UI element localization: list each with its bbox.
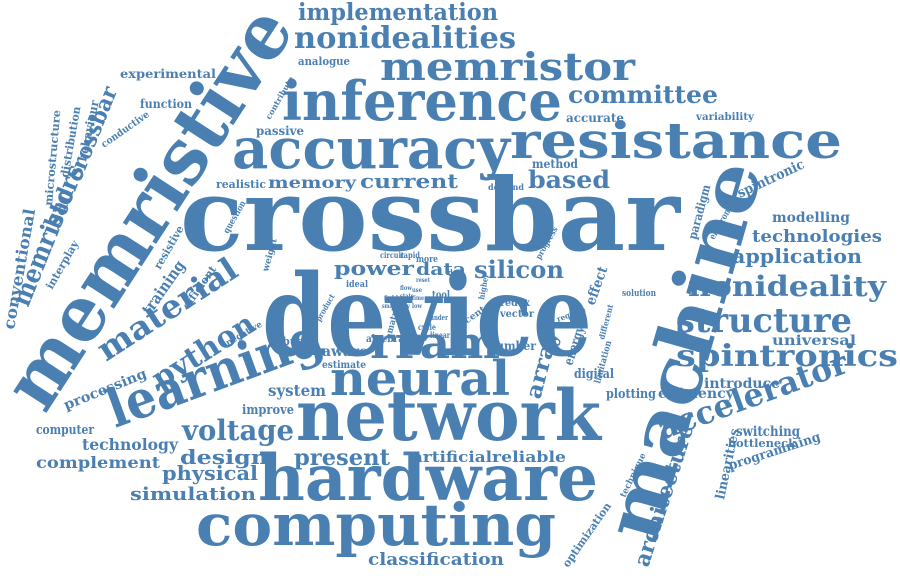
word-nonideality: nonideality [688,270,887,303]
word-variability: variability [695,112,755,123]
word-function: function [140,97,192,111]
word-accurate: accurate [566,111,624,125]
word-neural: neural [330,351,510,407]
word-small: small [382,303,397,310]
word-structure: structure [676,301,852,341]
word-introduce: introduce [704,376,780,392]
word-higher: higher [476,272,490,300]
word-redox: redox [500,298,531,309]
word-estimate: estimate [322,360,366,371]
word-system: system [268,381,326,400]
word-ideal: ideal [346,280,369,290]
word-implementation: implementation [298,0,498,26]
word-hardware: hardware [258,441,598,516]
word-network: network [296,374,602,457]
word-analogue: analogue [298,55,350,68]
word-vector: vector [499,309,535,320]
word-demand: demand [488,182,524,192]
word-accuracy: accuracy [232,116,511,182]
word-efficiency: efficiency [658,386,735,402]
word-silicon: silicon [474,255,564,284]
word-technology: technology [82,435,179,454]
word-computer: computer [36,423,94,438]
word-realistic: realistic [216,178,266,191]
word-flow: flow [400,285,413,292]
word-deal: deal [448,269,464,279]
word-based: based [528,165,610,194]
word-nonidealities: nonidealities [294,21,516,56]
word-memory: memory [268,173,357,192]
word-inference: inference [282,69,562,133]
word-aware: aware [322,344,368,360]
word-physical: physical [162,461,258,485]
word-solution: solution [622,289,656,299]
word-digital: digital [574,367,614,382]
word-modelling: modelling [772,210,850,226]
word-rapid: rapid [400,250,420,260]
word-experimental: experimental [120,67,216,81]
word-improve: improve [242,403,294,418]
word-device: device [262,251,592,382]
word-more: more [416,255,438,265]
word-cycle: cycle [418,322,436,332]
word-current: current [360,169,459,193]
word-design: design [180,445,269,469]
word-spintronics: spintronics [676,339,898,374]
word-resistance: resistance [510,111,842,170]
word-number: number [488,339,537,353]
word-reliable: reliable [492,448,566,466]
word-technologies: technologies [752,227,882,247]
word-universal: universal [772,333,856,349]
word-algebra: algebra [366,334,404,345]
word-switching: switching [736,424,800,440]
word-tool: tool [432,290,450,301]
word-classification: classification [368,550,504,570]
word-linear: linear [430,330,451,340]
word-memristor: memristor [380,44,636,89]
word-power: power [334,256,415,280]
word-plotting: plotting [606,387,656,402]
word-state: state [400,293,414,300]
word-computing: computing [196,491,556,559]
word-field: field [384,295,399,302]
word-complement: complement [36,453,161,472]
word-simulation: simulation [130,484,256,505]
word-different: different [596,303,615,341]
word-low: low [412,303,423,310]
word-data: data [416,260,466,280]
word-method: method [532,157,579,171]
word-present: present [294,445,391,471]
word-robust: robust [270,335,309,348]
word-circuit: circuit [380,250,404,260]
word-crossbar: crossbar [180,156,681,274]
word-rram: rram [370,318,500,369]
word-bottleneck: bottleneck [728,437,796,450]
word-time: time [412,295,424,302]
word-reset: reset [416,277,430,284]
word-under: under [430,313,448,322]
word-artificial: artificial [412,448,492,466]
word-passive: passive [256,124,304,138]
word-voltage: voltage [181,414,294,447]
word-use: use [412,287,422,294]
word-application: application [732,244,862,268]
word-committee: committee [568,80,718,109]
word-tiny: tiny [398,303,410,310]
